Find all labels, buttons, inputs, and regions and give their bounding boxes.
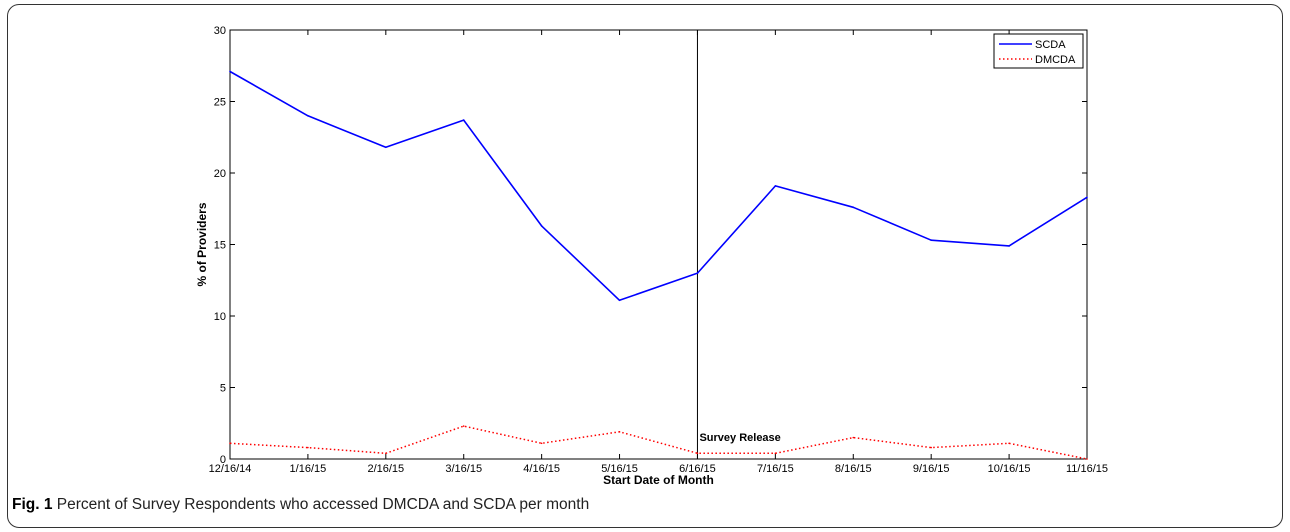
legend-label-scda: SCDA	[1035, 39, 1066, 51]
x-tick-label: 9/16/15	[913, 463, 950, 475]
data-point-dmcda	[307, 446, 309, 449]
data-point-scda	[307, 115, 309, 117]
data-point-scda	[229, 70, 231, 73]
y-tick-label: 25	[214, 97, 226, 109]
y-tick-label: 10	[214, 311, 226, 323]
data-point-scda	[930, 239, 932, 242]
data-point-scda	[696, 272, 699, 274]
data-point-dmcda	[462, 425, 465, 427]
data-point-scda	[774, 185, 777, 187]
data-point-scda	[540, 225, 543, 227]
data-point-dmcda	[774, 452, 777, 455]
caption-label: Fig. 1	[12, 496, 53, 513]
data-point-dmcda	[1008, 442, 1010, 445]
y-tick-label: 5	[220, 383, 226, 395]
x-axis-label: Start Date of Month	[603, 473, 714, 487]
data-point-dmcda	[1086, 458, 1088, 460]
data-point-dmcda	[618, 431, 621, 433]
data-point-scda	[618, 299, 621, 302]
data-point-dmcda	[696, 452, 699, 455]
figure-frame	[7, 4, 1283, 528]
y-tick-label: 0	[220, 454, 226, 466]
survey-release-label: Survey Release	[699, 432, 780, 444]
data-point-scda	[1008, 245, 1010, 247]
data-point-scda	[462, 119, 465, 121]
legend-label-dmcda: DMCDA	[1035, 54, 1076, 66]
x-tick-label: 11/16/15	[1066, 463, 1108, 475]
line-chart: 0 5 10 15 20 25 30 12/16/14 1/16/15 2/16/15 3/16/1…	[195, 25, 1108, 487]
data-point-scda	[852, 206, 855, 209]
series-line-scda	[229, 70, 1088, 302]
data-point-dmcda	[385, 452, 387, 455]
x-tick-label: 3/16/15	[445, 463, 482, 475]
data-point-dmcda	[229, 442, 231, 445]
data-point-dmcda	[852, 436, 855, 439]
y-tick-label: 30	[214, 25, 226, 37]
y-axis-label: % of Providers	[195, 202, 209, 286]
legend-box	[993, 33, 1084, 69]
x-tick-label: 7/16/15	[757, 463, 794, 475]
data-point-scda	[385, 146, 387, 149]
x-tick-label: 4/16/15	[523, 463, 560, 475]
caption-text: Percent of Survey Respondents who access…	[52, 496, 590, 513]
x-tick-label: 2/16/15	[367, 463, 404, 475]
data-point-dmcda	[930, 446, 932, 449]
data-point-dmcda	[540, 442, 543, 445]
x-tick-label: 5/16/15	[601, 463, 638, 475]
y-tick-label: 15	[214, 240, 226, 252]
x-tick-label: 10/16/15	[988, 463, 1031, 475]
y-tick-label: 20	[214, 168, 226, 180]
x-tick-label: 8/16/15	[835, 463, 872, 475]
x-tick-label: 1/16/15	[290, 463, 327, 475]
x-tick-label: 12/16/14	[209, 463, 252, 475]
x-tick-label: 6/16/15	[679, 463, 716, 475]
data-point-scda	[1086, 196, 1088, 199]
figure-caption: Fig. 1 Percent of Survey Respondents who…	[12, 496, 589, 514]
plot-area-border	[229, 29, 1088, 460]
series-line-dmcda	[229, 425, 1088, 460]
